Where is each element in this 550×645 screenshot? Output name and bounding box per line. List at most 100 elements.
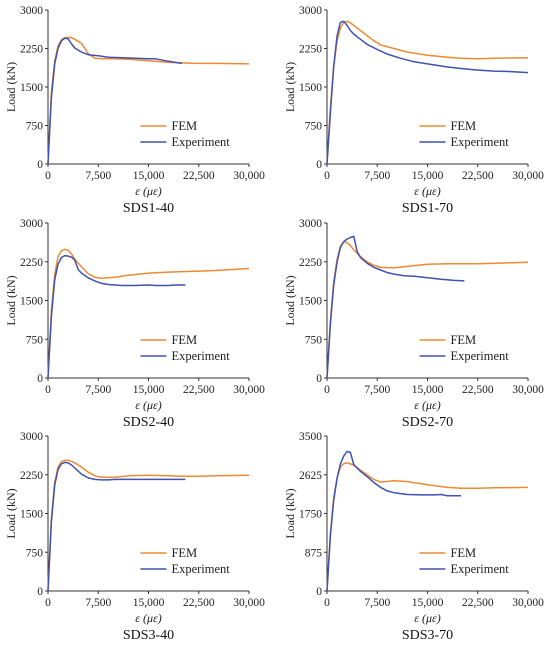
x-tick-label: 7,500 xyxy=(364,384,390,396)
legend-label-experiment: Experiment xyxy=(171,135,230,149)
panel-caption: SDS1-40 xyxy=(123,201,174,216)
x-tick-label: 15,000 xyxy=(133,384,165,396)
y-tick-label: 2250 xyxy=(299,257,322,269)
y-tick-label: 2250 xyxy=(20,44,43,56)
panel-caption: SDS2-40 xyxy=(123,415,174,430)
x-axis-title: ε (με) xyxy=(135,611,161,625)
y-tick-label: 0 xyxy=(37,586,43,598)
y-tick-label: 3000 xyxy=(299,218,322,230)
x-axis-title: ε (με) xyxy=(414,398,440,412)
x-tick-label: 7,500 xyxy=(85,384,111,396)
y-tick-label: 3500 xyxy=(299,431,322,443)
legend-label-experiment: Experiment xyxy=(171,562,230,576)
y-tick-label: 1500 xyxy=(20,82,43,94)
series-line-experiment xyxy=(326,20,529,165)
x-tick-label: 30,000 xyxy=(233,597,265,609)
x-tick-label: 7,500 xyxy=(85,597,111,609)
y-tick-label: 0 xyxy=(37,159,43,171)
x-tick-label: 0 xyxy=(45,597,51,609)
chart-panel-sds1-40: 0 750 1500 2250 3000 0 7,500 15,000 22,500 30,000… xyxy=(4,5,265,216)
series-line-experiment xyxy=(47,37,183,165)
series-line-experiment xyxy=(326,450,461,592)
x-tick-label: 7,500 xyxy=(364,170,390,182)
x-tick-label: 0 xyxy=(324,597,330,609)
x-axis-title: ε (με) xyxy=(135,398,161,412)
y-axis-title: Load (kN) xyxy=(283,275,297,325)
x-tick-label: 15,000 xyxy=(133,170,165,182)
legend-label-fem: FEM xyxy=(171,119,197,133)
chart-panel-sds1-70: 0 750 1500 2250 3000 0 7,500 15,000 22,500 30,000… xyxy=(283,5,544,216)
y-axis-title: Load (kN) xyxy=(283,488,297,538)
y-tick-label: 0 xyxy=(316,373,322,385)
legend-label-fem: FEM xyxy=(450,119,476,133)
y-tick-label: 3000 xyxy=(20,431,43,443)
legend-label-fem: FEM xyxy=(450,546,476,560)
x-tick-label: 22,500 xyxy=(462,597,494,609)
x-tick-label: 7,500 xyxy=(364,597,390,609)
y-tick-label: 3000 xyxy=(299,5,322,17)
legend-label-experiment: Experiment xyxy=(171,349,230,363)
y-tick-label: 1500 xyxy=(20,296,43,308)
x-tick-label: 30,000 xyxy=(512,597,544,609)
y-tick-label: 3000 xyxy=(20,5,43,17)
legend-label-fem: FEM xyxy=(171,333,197,347)
y-tick-label: 750 xyxy=(305,334,323,346)
x-tick-label: 22,500 xyxy=(183,597,215,609)
series-line-experiment xyxy=(47,254,186,379)
legend-label-experiment: Experiment xyxy=(450,135,509,149)
series-line-fem xyxy=(326,20,529,165)
panel-caption: SDS3-40 xyxy=(123,628,174,643)
y-tick-label: 0 xyxy=(316,586,322,598)
x-tick-label: 30,000 xyxy=(233,170,265,182)
y-tick-label: 2250 xyxy=(20,257,43,269)
x-tick-label: 0 xyxy=(45,170,51,182)
chart-panel-sds2-40: 0 750 1500 2250 3000 0 7,500 15,000 22,500 30,000… xyxy=(4,218,265,430)
x-tick-label: 0 xyxy=(324,170,330,182)
series-line-experiment xyxy=(326,235,465,379)
y-axis-title: Load (kN) xyxy=(4,62,18,112)
legend-label-experiment: Experiment xyxy=(450,349,509,363)
y-tick-label: 1500 xyxy=(299,82,322,94)
x-tick-label: 22,500 xyxy=(462,384,494,396)
x-tick-label: 0 xyxy=(324,384,330,396)
legend-label-fem: FEM xyxy=(450,333,476,347)
chart-panel-sds3-40: 0 750 1500 2250 3000 0 7,500 15,000 22,500 30,000… xyxy=(4,431,265,643)
panel-caption: SDS1-70 xyxy=(402,201,453,216)
y-tick-label: 0 xyxy=(37,373,43,385)
y-tick-label: 3000 xyxy=(20,218,43,230)
chart-panel-sds2-70: 0 750 1500 2250 3000 0 7,500 15,000 22,500 30,000… xyxy=(283,218,544,430)
x-tick-label: 15,000 xyxy=(412,597,444,609)
y-axis-title: Load (kN) xyxy=(4,488,18,538)
y-tick-label: 1500 xyxy=(20,509,43,521)
y-tick-label: 750 xyxy=(305,121,323,133)
chart-panel-sds3-70: 0 875 1750 2625 3500 0 7,500 15,000 22,500 30,000… xyxy=(283,431,544,643)
x-tick-label: 15,000 xyxy=(412,384,444,396)
y-axis-title: Load (kN) xyxy=(4,275,18,325)
series-line-fem xyxy=(47,248,250,379)
x-tick-label: 30,000 xyxy=(233,384,265,396)
legend-label-fem: FEM xyxy=(171,546,197,560)
x-axis-title: ε (με) xyxy=(135,184,161,198)
panel-caption: SDS3-70 xyxy=(402,628,453,643)
y-tick-label: 2250 xyxy=(299,44,322,56)
x-tick-label: 22,500 xyxy=(183,170,215,182)
series-line-experiment xyxy=(47,461,186,592)
y-tick-label: 2250 xyxy=(20,470,43,482)
x-tick-label: 7,500 xyxy=(85,170,111,182)
x-tick-label: 0 xyxy=(45,384,51,396)
y-tick-label: 875 xyxy=(305,547,323,559)
y-tick-label: 2625 xyxy=(299,470,322,482)
y-tick-label: 0 xyxy=(316,159,322,171)
x-tick-label: 30,000 xyxy=(512,170,544,182)
panel-caption: SDS2-70 xyxy=(402,415,453,430)
y-tick-label: 750 xyxy=(26,334,44,346)
y-tick-label: 1500 xyxy=(299,296,322,308)
x-tick-label: 22,500 xyxy=(462,170,494,182)
y-tick-label: 1750 xyxy=(299,509,322,521)
x-tick-label: 15,000 xyxy=(412,170,444,182)
y-tick-label: 750 xyxy=(26,121,44,133)
y-tick-label: 750 xyxy=(26,547,44,559)
x-axis-title: ε (με) xyxy=(414,611,440,625)
series-line-fem xyxy=(47,459,250,592)
